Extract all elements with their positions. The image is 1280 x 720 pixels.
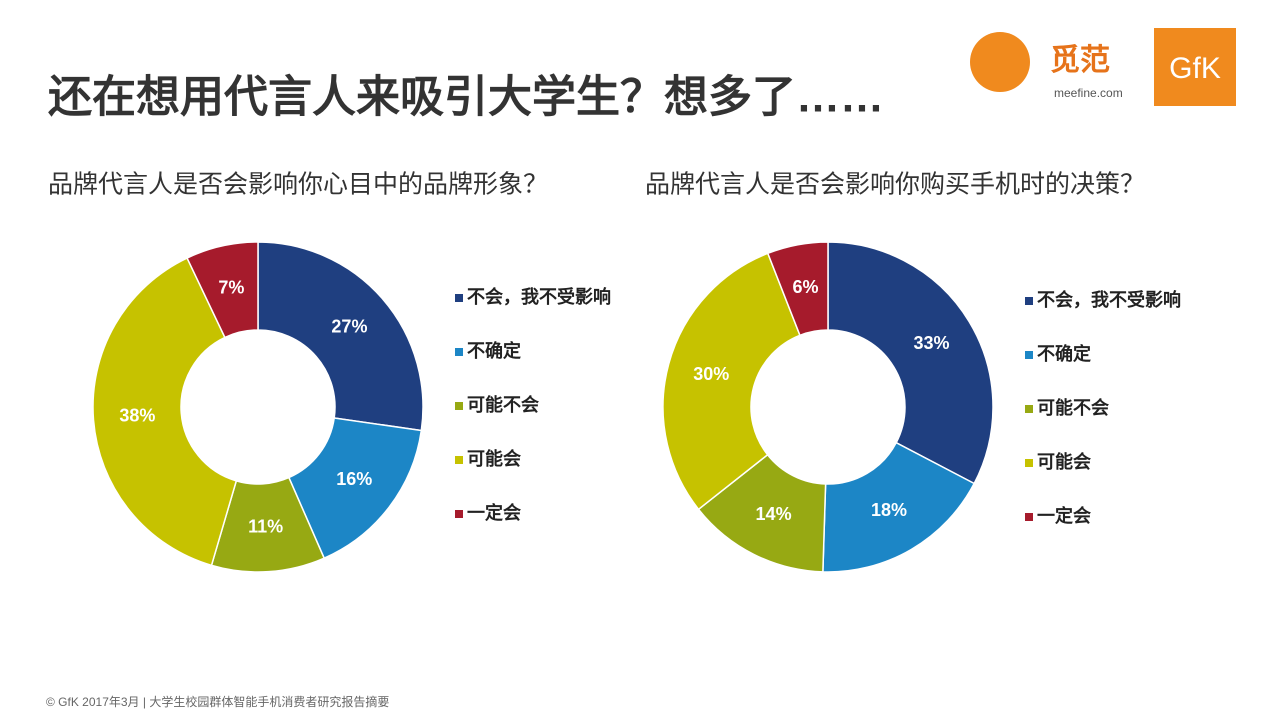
partner-logo: GfK: [1169, 52, 1221, 85]
legend-label: 不确定: [1037, 343, 1091, 364]
donut-slice: [827, 241, 994, 485]
footer: © GfK 2017年3月 | 大学生校园群体智能手机消费者研究报告摘要: [46, 694, 389, 709]
logo: 觅范 meefine.com GfK: [970, 28, 1236, 106]
data-label: 33%: [913, 333, 949, 353]
logo-icon: [970, 32, 1030, 92]
logo-brand: 觅范: [1050, 44, 1110, 77]
data-label: 16%: [336, 469, 372, 489]
partner-logo-box: [1154, 28, 1236, 106]
legend-swatch: [1025, 459, 1033, 467]
legend-swatch: [1025, 297, 1033, 305]
chart-title: 品牌代言人是否会影响你购买手机时的决策？: [645, 171, 1145, 199]
legend-label: 可能不会: [1037, 397, 1109, 418]
donut-slice: [257, 241, 424, 432]
data-label: 38%: [119, 405, 155, 425]
legend-label: 一定会: [467, 502, 521, 523]
legend-swatch: [1025, 405, 1033, 413]
legend-swatch: [455, 456, 463, 464]
donut-slice: [822, 441, 976, 573]
donut-slice: [662, 252, 801, 511]
data-label: 7%: [218, 278, 244, 298]
legend-label: 可能不会: [467, 394, 539, 415]
data-label: 6%: [793, 277, 819, 297]
logo-site: meefine.com: [1054, 86, 1123, 100]
legend-label: 一定会: [1037, 505, 1091, 526]
legend-swatch: [1025, 513, 1033, 521]
legend-swatch: [455, 348, 463, 356]
data-label: 14%: [756, 504, 792, 524]
legend-label: 可能会: [1037, 451, 1091, 472]
donut-slice: [186, 241, 259, 339]
legend-label: 不确定: [467, 340, 521, 361]
chart-title: 品牌代言人是否会影响你心目中的品牌形象？: [48, 171, 548, 199]
legend-swatch: [455, 402, 463, 410]
donut-slice: [287, 417, 423, 560]
data-label: 18%: [871, 500, 907, 520]
data-label: 27%: [331, 317, 367, 337]
legend-swatch: [1025, 351, 1033, 359]
legend-label: 可能会: [467, 448, 521, 469]
legend-swatch: [455, 294, 463, 302]
donut-slice: [92, 257, 238, 567]
slide-title: 还在想用代言人来吸引大学生？想多了……: [48, 73, 884, 122]
legend-swatch: [455, 510, 463, 518]
data-label: 11%: [248, 517, 283, 537]
legend-label: 不会，我不受影响: [467, 286, 611, 307]
data-label: 30%: [693, 364, 729, 384]
donut-slice: [766, 241, 829, 337]
legend-label: 不会，我不受影响: [1037, 289, 1181, 310]
